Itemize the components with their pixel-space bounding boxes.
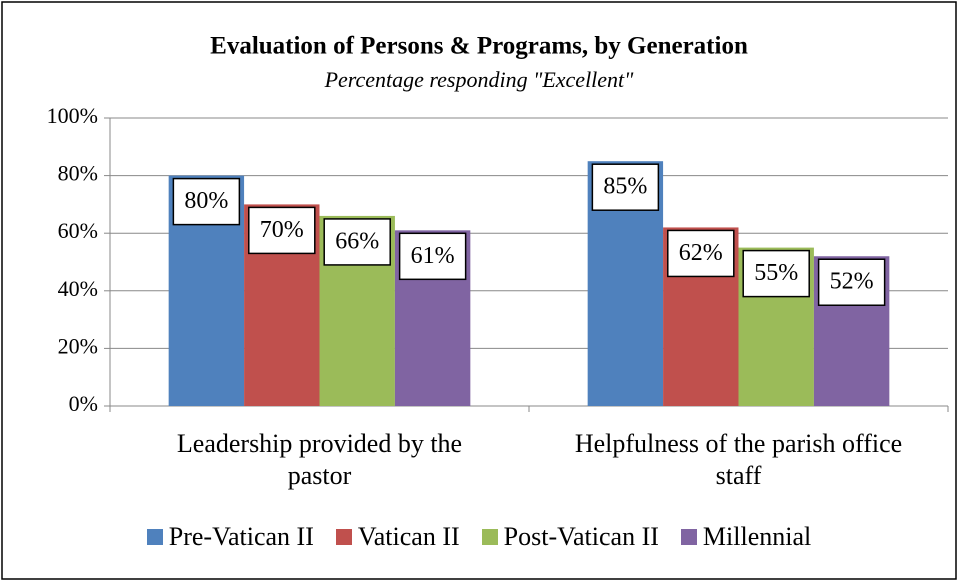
chart-subtitle: Percentage responding "Excellent" bbox=[324, 67, 635, 92]
value-label: 80% bbox=[184, 188, 228, 214]
legend-label: Pre-Vatican II bbox=[168, 522, 314, 551]
legend-label: Vatican II bbox=[357, 522, 460, 551]
value-label: 55% bbox=[754, 260, 798, 286]
value-label: 62% bbox=[679, 240, 723, 266]
value-label: 70% bbox=[260, 217, 304, 243]
legend-item: Pre-Vatican II bbox=[146, 522, 314, 552]
value-label-box bbox=[667, 229, 735, 278]
y-tick-label: 80% bbox=[58, 161, 98, 186]
value-label-box bbox=[248, 206, 316, 255]
legend-item: Millennial bbox=[680, 522, 812, 552]
x-tick-label: Helpfulness of the parish office staff bbox=[574, 429, 903, 490]
value-label-box bbox=[172, 177, 241, 226]
value-label-box bbox=[591, 163, 660, 211]
value-label: 61% bbox=[411, 243, 455, 269]
x-tick-label: Leadership provided by the pastor bbox=[176, 429, 463, 490]
value-label: 85% bbox=[603, 174, 647, 200]
legend-item: Post-Vatican II bbox=[481, 522, 659, 552]
legend-item: Vatican II bbox=[335, 522, 460, 552]
legend-swatch bbox=[146, 529, 163, 545]
legend: Pre-Vatican II Vatican II Post-Vatican II M… bbox=[0, 522, 958, 552]
value-label-box bbox=[323, 218, 391, 266]
value-label-box bbox=[398, 232, 467, 281]
legend-swatch bbox=[335, 529, 352, 545]
y-tick-label: 100% bbox=[47, 103, 98, 128]
y-tick-label: 40% bbox=[58, 276, 98, 301]
value-label-box bbox=[742, 249, 810, 298]
legend-label: Post-Vatican II bbox=[503, 522, 659, 551]
value-label-box bbox=[817, 258, 886, 306]
y-tick-label: 0% bbox=[69, 391, 98, 416]
y-tick-label: 60% bbox=[58, 218, 98, 243]
value-label: 66% bbox=[335, 228, 379, 254]
chart-title: Evaluation of Persons & Programs, by Gen… bbox=[210, 33, 748, 60]
value-label: 52% bbox=[830, 269, 874, 295]
y-tick-label: 20% bbox=[58, 333, 98, 358]
legend-label: Millennial bbox=[702, 522, 812, 551]
legend-swatch bbox=[680, 529, 697, 545]
legend-swatch bbox=[481, 529, 498, 545]
